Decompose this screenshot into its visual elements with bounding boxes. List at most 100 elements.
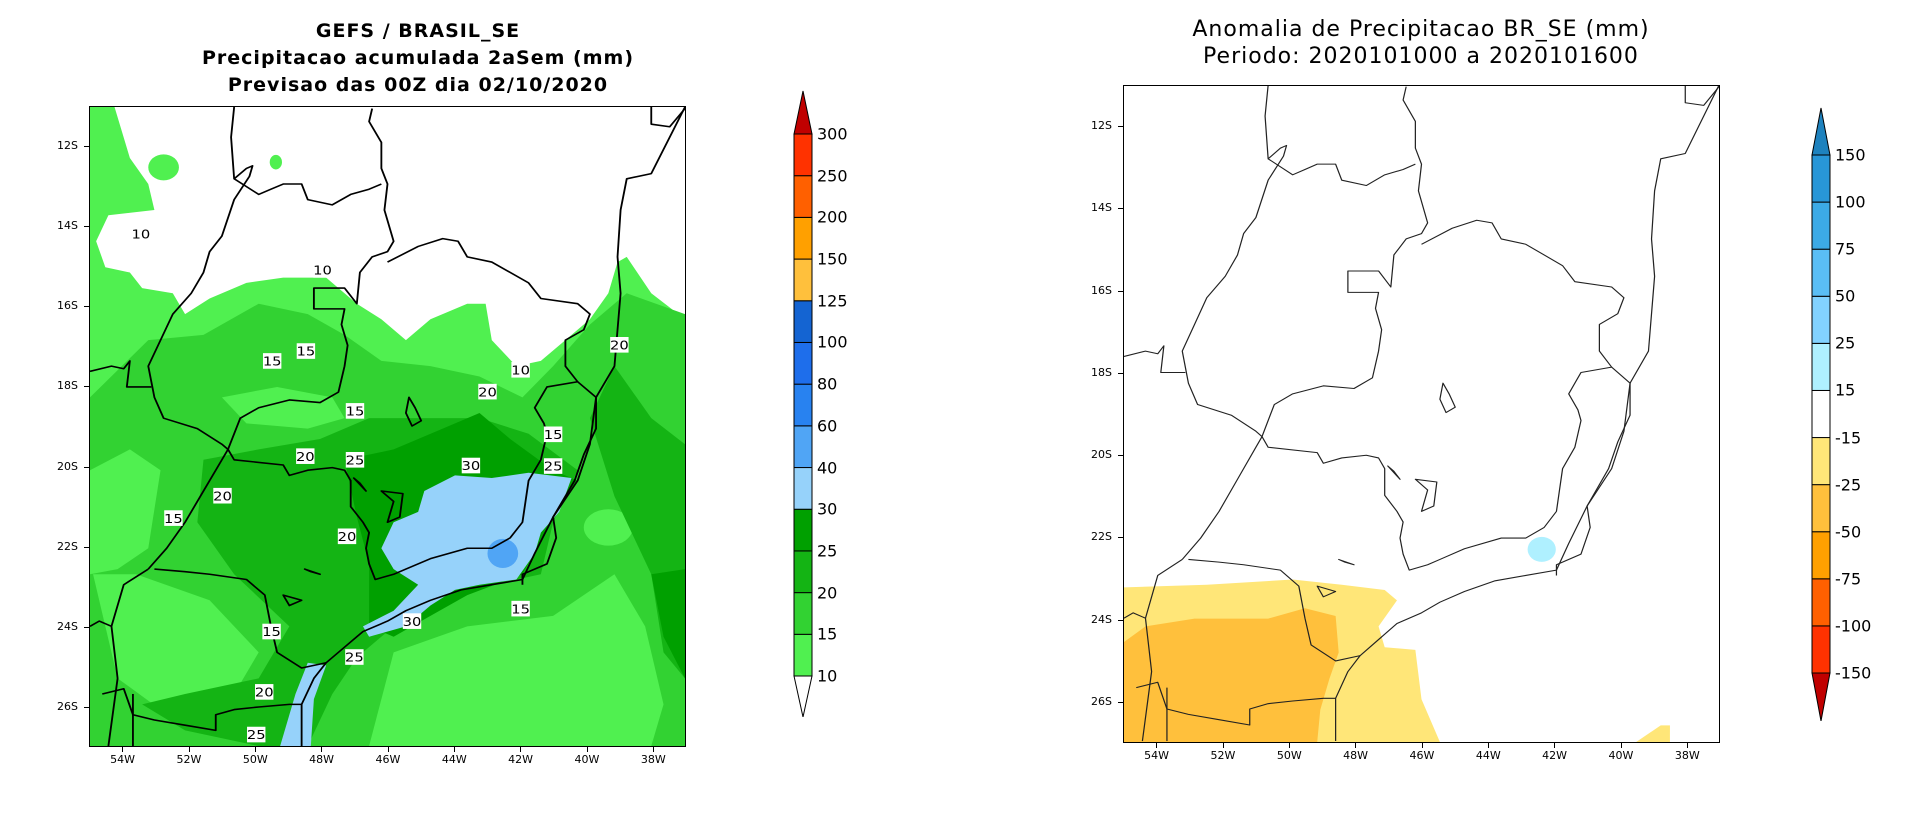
y-tick-mark: [1118, 537, 1123, 539]
contour-label-background: [296, 343, 316, 359]
contour-label-background: [478, 383, 497, 400]
colorbar-label: 40: [817, 458, 838, 478]
colorbar-label: 75: [1835, 239, 1856, 259]
contour-label-background: [461, 457, 481, 474]
colorbar-segment: [793, 175, 813, 218]
contour-label-background: [262, 623, 281, 640]
contour-label: 30: [403, 615, 422, 630]
fill-30-40: [280, 662, 327, 746]
x-tick-mark: [453, 747, 455, 752]
contour-label: 20: [296, 450, 315, 465]
contour-labels: 10 10 15 15 10 20 15 20 15 20 25 30 25 20 15 20 15 15 30 25…: [132, 226, 629, 743]
contour-label-background: [345, 451, 365, 468]
x-tick-label: 48W: [1343, 749, 1369, 762]
contour-label-background: [296, 448, 315, 464]
x-tick-mark: [586, 747, 588, 752]
x-tick-label: 42W: [508, 753, 534, 766]
colorbar-label: 100: [817, 332, 848, 352]
x-tick-label: 40W: [1608, 749, 1634, 762]
colorbar-label: -15: [1835, 428, 1862, 448]
fill-25-30: [651, 569, 685, 679]
contour-label-background: [164, 510, 183, 526]
contour-label: 20: [610, 339, 629, 354]
colorbar-graphic: [793, 90, 813, 717]
left-title-line-3: Previsao das 00Z dia 02/10/2020: [227, 74, 609, 96]
contour-label-background: [610, 336, 629, 353]
colorbar-segment: [793, 633, 813, 677]
left-title-line-2: Precipitacao acumulada 2aSem (mm): [201, 47, 635, 69]
x-tick-mark: [1355, 743, 1357, 748]
contour-label: 20: [478, 385, 497, 400]
colorbar-segment: [793, 258, 813, 302]
contour-label-background: [337, 528, 357, 545]
colorbar-segment: [1811, 531, 1831, 580]
contour-label-background: [345, 649, 364, 665]
colorbar-label: 300: [817, 124, 848, 144]
colorbar-segment: [1811, 625, 1831, 674]
colorbar-segment: [1811, 484, 1831, 533]
y-tick-label: 22S: [1091, 530, 1112, 544]
colorbar-label: 50: [1835, 286, 1856, 306]
contour-label: 25: [345, 651, 364, 666]
contour-label-background: [345, 403, 365, 419]
fill-10-15: [583, 509, 633, 546]
colorbar-label: 250: [817, 166, 848, 186]
x-tick-label: 50W: [1276, 749, 1302, 762]
contour-label: 20: [213, 489, 232, 504]
contour-label: 20: [338, 530, 357, 545]
x-tick-mark: [652, 747, 654, 752]
contour-label: 15: [346, 405, 365, 420]
colorbar-label: 15: [817, 624, 838, 644]
colorbar-over-triangle: [1811, 107, 1831, 156]
colorbar-over-triangle: [793, 90, 813, 135]
colorbar-segment: [1811, 342, 1831, 391]
contour-label: 15: [297, 345, 316, 360]
fill-30-40: [362, 472, 572, 637]
y-tick-mark: [1118, 455, 1123, 457]
contour-label-background: [247, 726, 266, 743]
contour-label-background: [543, 426, 563, 443]
colorbar-label: 30: [817, 499, 838, 519]
x-tick-label: 52W: [176, 753, 202, 766]
contour-label: 15: [263, 355, 282, 370]
x-tick-label: 44W: [1475, 749, 1501, 762]
x-tick-mark: [188, 747, 190, 752]
contour-label: 10: [313, 264, 332, 279]
y-tick-mark: [1118, 290, 1123, 292]
contour-label: 25: [544, 460, 563, 475]
x-tick-label: 46W: [1409, 749, 1435, 762]
contour-label: 10: [511, 363, 530, 378]
contour-label-background: [402, 613, 422, 629]
colorbar-label: -25: [1835, 475, 1862, 495]
fill-15-25: [1527, 536, 1556, 562]
fill-10-15: [148, 154, 179, 181]
contour-label-background: [511, 361, 530, 378]
colorbar-segment: [793, 467, 813, 510]
y-tick-label: 14S: [1091, 201, 1112, 215]
colorbar-label: 80: [817, 374, 838, 394]
fill-10-15: [90, 449, 161, 575]
colorbar-segment: [793, 508, 813, 552]
y-tick-label: 26S: [57, 699, 78, 713]
colorbar-segment: [793, 216, 813, 260]
y-tick-mark: [1118, 701, 1123, 703]
contour-label: 30: [462, 459, 481, 474]
y-tick-label: 18S: [57, 379, 78, 393]
colorbar-graphic: [1811, 107, 1831, 721]
colorbar-segment: [1811, 295, 1831, 344]
x-tick-mark: [1554, 743, 1556, 748]
colorbar-segment: [1811, 154, 1831, 203]
colorbar-label: 100: [1835, 192, 1866, 212]
fill-10-15: [269, 154, 282, 170]
contour-label-background: [262, 353, 282, 369]
y-tick-label: 16S: [1091, 283, 1112, 297]
x-tick-mark: [1156, 743, 1158, 748]
x-tick-label: 40W: [574, 753, 600, 766]
contour-label: 15: [262, 625, 281, 640]
fill-10-15: [93, 574, 259, 710]
fill-40-60: [487, 538, 519, 569]
x-tick-label: 54W: [1144, 749, 1170, 762]
fill-10-15: [221, 386, 345, 429]
x-tick-label: 46W: [375, 753, 401, 766]
fill-10-15: [369, 574, 664, 746]
